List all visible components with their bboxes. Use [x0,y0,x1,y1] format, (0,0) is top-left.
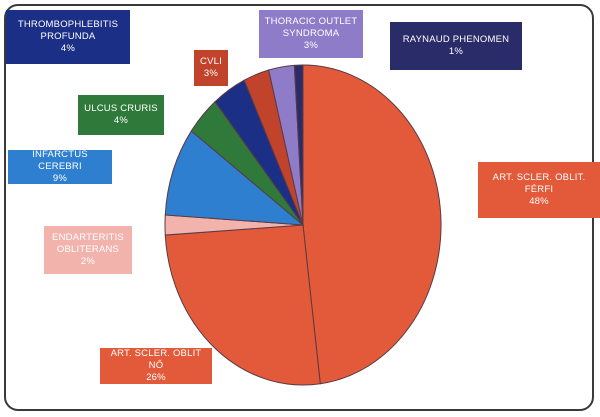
label-art-scler-no: ART. SCLER. OBLIT NŐ 26% [100,348,212,384]
label-thoracic-outlet: THORACIC OUTLET SYNDROMA 3% [259,10,363,58]
label-thrombophlebitis: THROMBOPHLEBITIS PROFUNDA 4% [6,10,130,64]
label-raynaud: RAYNAUD PHENOMEN 1% [390,22,522,70]
label-cvli: CVLI 3% [194,50,228,86]
pie-slice-0 [302,64,442,385]
label-art-scler-ferfi: ART. SCLER. OBLIT. FÉRFI 48% [478,162,600,218]
label-infarctus-cerebri: INFARCTUS CEREBRI 9% [8,149,112,184]
pie-slice-3 [164,130,305,226]
pie-slice-1 [164,224,321,386]
label-ulcus-cruris: ULCUS CRURIS 4% [78,95,164,135]
label-endarteritis: ENDARTERITIS OBLITERANS 2% [44,226,132,274]
pie-slice-8 [293,64,304,226]
